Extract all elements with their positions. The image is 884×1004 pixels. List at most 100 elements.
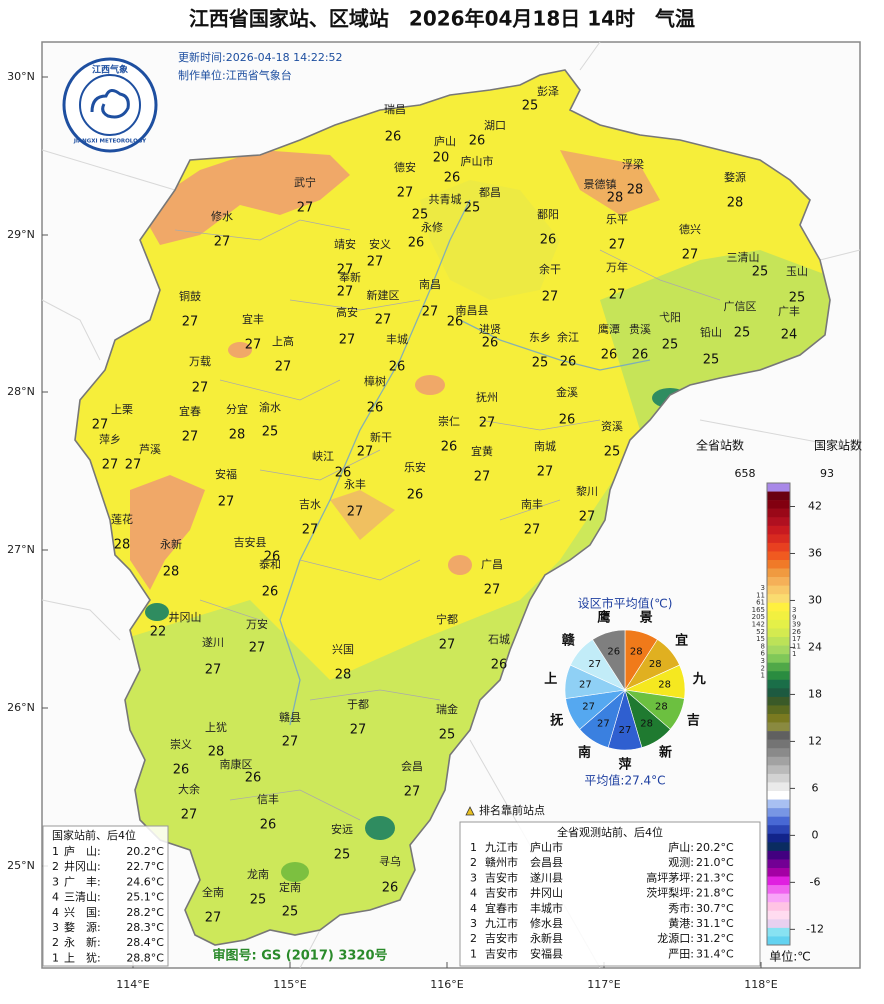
station-value: 26 (260, 818, 277, 833)
colorbar-segment (767, 859, 790, 869)
station-name: 安福 (215, 467, 237, 481)
station-value: 27 (579, 510, 596, 525)
station-value: 27 (125, 458, 142, 473)
coordinate-labels: 30°N 29°N 28°N 27°N 26°N 25°N 114°E 115°E 116°E 1… (7, 70, 778, 991)
station-value: 28 (727, 196, 744, 211)
station-name: 余干 (539, 262, 561, 276)
station-value: 27 (182, 315, 199, 330)
pie-value: 27 (597, 719, 610, 730)
station-name: 上高 (272, 334, 294, 348)
national-bin-count: 3 (792, 606, 796, 614)
station-value: 25 (250, 893, 267, 908)
colorbar-segment (767, 628, 790, 638)
colorbar-segment (767, 850, 790, 860)
station-name: 余江 (557, 330, 579, 344)
station-name: 安义 (369, 237, 391, 251)
station-value: 27 (375, 313, 392, 328)
station-name: 贵溪 (629, 323, 651, 336)
national-rank-cell: 广 丰: (64, 875, 101, 888)
province-bin-count: 1 (761, 672, 765, 680)
station-name: 靖安 (334, 237, 356, 251)
colorbar-segment (767, 500, 790, 509)
station-value: 27 (275, 360, 292, 375)
colorbar-segment (767, 534, 790, 544)
colorbar-segment (767, 688, 790, 698)
station-value: 26 (540, 233, 557, 248)
colorbar-segment (767, 714, 790, 723)
national-rank-cell: 庐 山: (64, 844, 101, 858)
province-bin-count: 15 (756, 635, 765, 643)
station-name: 铅山 (700, 325, 722, 339)
province-rank-cell: 观测: (668, 856, 694, 869)
station-value: 27 (474, 470, 491, 485)
province-bin-count: 11 (756, 591, 765, 599)
province-rank-cell: 3 (470, 917, 477, 930)
pie-value: 26 (607, 647, 620, 658)
station-value: 26 (382, 881, 399, 896)
national-count: 93 (820, 467, 834, 480)
station-name: 上栗 (111, 403, 133, 416)
lat-label: 27°N (7, 543, 35, 556)
colorbar-segment (767, 748, 790, 758)
province-rank-cell: 4 (470, 887, 477, 900)
colorbar-segment (767, 542, 790, 552)
province-bin-count: 205 (752, 613, 765, 621)
top-marker-icon (465, 806, 475, 816)
station-name: 庐山 (434, 134, 456, 148)
pie-label: 吉 (687, 714, 700, 729)
colorbar-segment (767, 654, 790, 663)
station-name: 新干 (370, 430, 392, 444)
national-rank-cell: 井冈山: (64, 859, 101, 873)
province-rank-cell: 31.2°C (696, 932, 734, 945)
pie-label: 萍 (618, 757, 631, 773)
colorbar-segment (767, 679, 790, 689)
update-time: 更新时间:2026-04-18 14:22:52 (178, 50, 343, 64)
station-name: 鄱阳 (537, 208, 559, 221)
station-name: 铜鼓 (179, 289, 201, 303)
station-name: 永丰 (344, 477, 366, 491)
station-value: 28 (208, 745, 225, 760)
station-value: 22 (150, 625, 167, 640)
station-name: 全南 (202, 885, 224, 899)
pie-label: 抚 (550, 713, 563, 729)
top-marker-label: 排名靠前站点 (479, 803, 545, 817)
pie-value: 27 (588, 659, 601, 670)
province-rank-cell: 黄港: (668, 916, 694, 930)
national-rank-cell: 4 (52, 906, 59, 919)
title: 江西省国家站、区域站 2026年04月18日 14时 气温 (189, 7, 695, 31)
national-bin-count: 39 (792, 621, 801, 629)
pie-average: 平均值:27.4°C (584, 773, 665, 788)
station-name: 瑞金 (436, 702, 458, 716)
station-name: 高安 (336, 305, 358, 319)
colorbar-frame (766, 482, 791, 946)
unit: 单位:℃ (769, 949, 811, 964)
station-name: 庐山市 (461, 154, 494, 168)
logo-top: 江西气象 (92, 64, 128, 76)
station-value: 20 (433, 151, 450, 166)
province-rank-cell: 九江市 (485, 840, 518, 854)
national-count-label: 国家站数 (814, 438, 862, 453)
pie-value: 28 (658, 679, 671, 690)
colorbar-legend: 42363024181260-6-12311611652051425215863… (752, 482, 824, 946)
station-value: 27 (609, 238, 626, 253)
station-name: 永修 (421, 220, 443, 234)
station-value: 25 (262, 425, 279, 440)
national-rank-cell: 3 (52, 875, 59, 888)
colorbar-segment (767, 910, 790, 920)
station-value: 27 (357, 445, 374, 460)
station-value: 25 (439, 728, 456, 743)
lat-label: 25°N (7, 859, 35, 872)
colorbar-tick-label: 0 (812, 828, 819, 841)
lon-label: 115°E (273, 978, 306, 991)
station-name: 武宁 (294, 175, 316, 189)
station-value: 26 (482, 336, 499, 351)
station-value: 27 (205, 911, 222, 926)
station-name: 广昌 (481, 558, 503, 571)
station-value: 26 (632, 348, 649, 363)
colorbar-segment (767, 577, 790, 586)
province-rank-cell: 3 (470, 871, 477, 884)
station-value: 26 (173, 763, 190, 778)
station-value: 26 (407, 488, 424, 503)
